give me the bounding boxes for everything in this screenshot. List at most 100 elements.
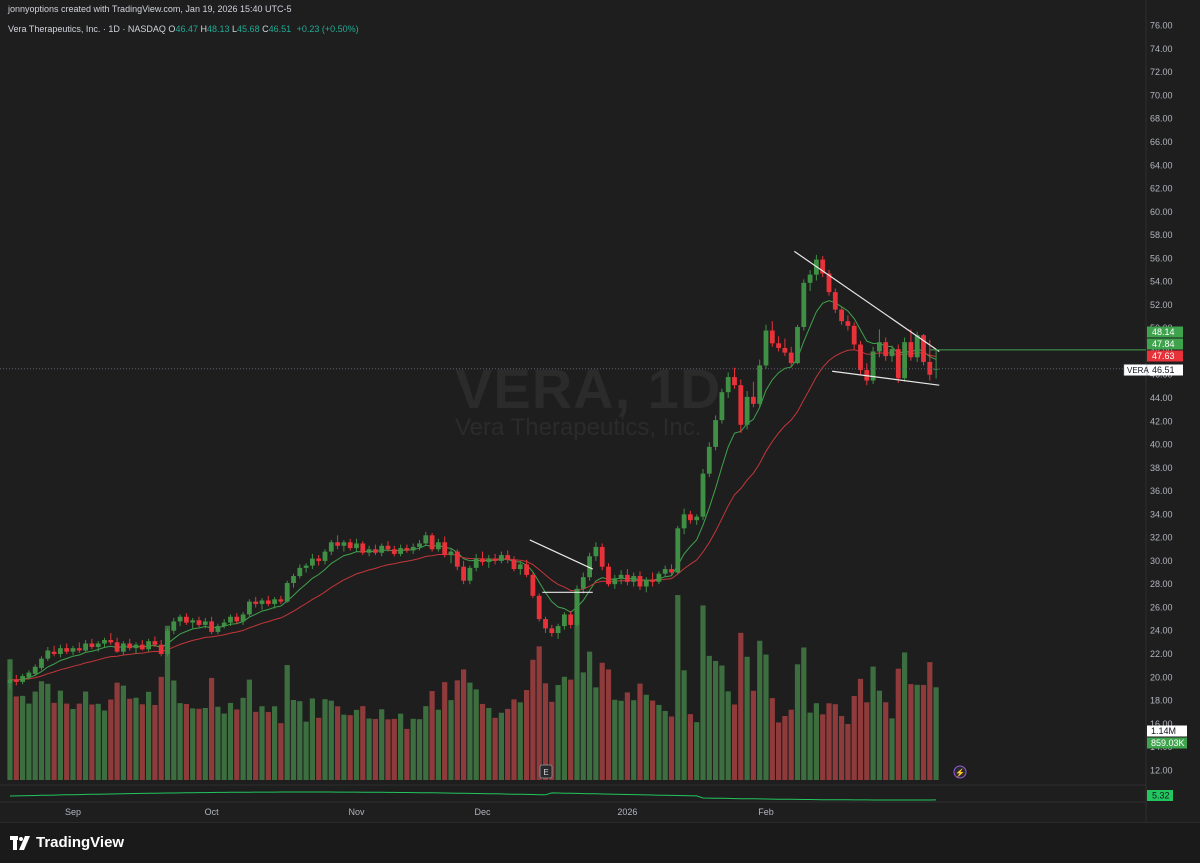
candle[interactable] — [618, 570, 624, 585]
candle[interactable] — [499, 551, 504, 564]
candle[interactable] — [555, 623, 561, 639]
candle[interactable] — [328, 539, 334, 556]
candle[interactable] — [291, 573, 296, 588]
candle[interactable] — [341, 539, 347, 552]
candle[interactable] — [511, 556, 517, 572]
candle[interactable] — [769, 321, 775, 347]
candle[interactable] — [921, 334, 926, 366]
lightning-icon[interactable] — [953, 765, 967, 779]
candle[interactable] — [530, 572, 536, 599]
candle[interactable] — [133, 642, 139, 654]
candle[interactable] — [391, 545, 397, 557]
candle[interactable] — [322, 549, 328, 565]
candle[interactable] — [788, 346, 794, 367]
candle[interactable] — [202, 617, 208, 629]
time-axis[interactable]: Sep Oct Nov Dec 2026 Feb — [65, 807, 774, 817]
candle[interactable] — [190, 617, 196, 629]
candle[interactable] — [568, 610, 574, 629]
candle[interactable] — [713, 415, 718, 451]
candle[interactable] — [543, 616, 548, 634]
candle[interactable] — [776, 336, 781, 352]
candle[interactable] — [675, 525, 681, 574]
candle[interactable] — [423, 531, 429, 546]
candle[interactable] — [820, 256, 826, 277]
trendline[interactable] — [794, 250, 940, 352]
candle[interactable] — [549, 624, 555, 637]
candle[interactable] — [165, 628, 170, 657]
candle[interactable] — [889, 345, 895, 362]
candle[interactable] — [902, 337, 907, 382]
symbol-legend[interactable]: Vera Therapeutics, Inc. · 1D · NASDAQ O4… — [8, 24, 359, 34]
candle[interactable] — [681, 508, 687, 535]
candle[interactable] — [114, 637, 120, 653]
candle[interactable] — [209, 616, 214, 635]
candle[interactable] — [108, 633, 114, 645]
candle[interactable] — [933, 349, 939, 379]
candle[interactable] — [284, 580, 290, 603]
candle[interactable] — [310, 553, 315, 570]
candle[interactable] — [870, 346, 876, 385]
candle[interactable] — [719, 388, 725, 424]
candle[interactable] — [121, 641, 126, 656]
candle[interactable] — [562, 612, 567, 630]
candle[interactable] — [70, 645, 76, 656]
candle[interactable] — [864, 363, 870, 386]
candle[interactable] — [158, 640, 164, 657]
candle[interactable] — [303, 563, 309, 573]
candle[interactable] — [366, 545, 372, 557]
candle[interactable] — [725, 372, 731, 398]
candle[interactable] — [102, 637, 107, 648]
candle[interactable] — [454, 549, 460, 571]
tradingview-logo[interactable]: TradingView — [10, 834, 124, 851]
candle[interactable] — [763, 324, 769, 369]
candle[interactable] — [398, 544, 403, 557]
candle[interactable] — [574, 585, 580, 628]
candle[interactable] — [839, 306, 844, 325]
candle[interactable] — [492, 553, 498, 565]
candle[interactable] — [404, 544, 410, 553]
candle[interactable] — [442, 536, 448, 558]
candles[interactable] — [7, 254, 939, 689]
candle[interactable] — [20, 673, 25, 685]
candle[interactable] — [429, 532, 435, 552]
candle[interactable] — [473, 553, 479, 572]
candle[interactable] — [461, 560, 466, 585]
earnings-icon[interactable] — [539, 764, 553, 779]
candle[interactable] — [272, 596, 277, 609]
candle[interactable] — [732, 367, 737, 389]
candle[interactable] — [927, 339, 933, 381]
candle[interactable] — [606, 563, 611, 587]
candle[interactable] — [694, 514, 700, 525]
trendline[interactable] — [529, 539, 594, 570]
candle[interactable] — [782, 338, 788, 357]
candle[interactable] — [688, 510, 693, 524]
candle[interactable] — [877, 329, 882, 358]
candle[interactable] — [593, 542, 599, 561]
candle[interactable] — [127, 638, 133, 651]
candle[interactable] — [32, 664, 38, 677]
candle[interactable] — [706, 442, 712, 478]
candle[interactable] — [883, 337, 889, 361]
candle[interactable] — [524, 559, 529, 578]
candle[interactable] — [643, 577, 649, 593]
candle[interactable] — [7, 671, 13, 689]
candle[interactable] — [625, 569, 630, 586]
candle[interactable] — [221, 619, 227, 629]
candle[interactable] — [234, 613, 240, 624]
candle[interactable] — [757, 359, 763, 408]
candle[interactable] — [669, 564, 674, 575]
candle[interactable] — [801, 279, 807, 331]
candle[interactable] — [845, 315, 851, 331]
candle[interactable] — [51, 645, 57, 657]
candle[interactable] — [795, 324, 800, 365]
candle[interactable] — [650, 572, 655, 587]
candle[interactable] — [177, 614, 183, 627]
candle[interactable] — [240, 612, 246, 625]
candle[interactable] — [851, 322, 857, 350]
candle[interactable] — [612, 574, 618, 589]
candle[interactable] — [83, 640, 88, 653]
candle[interactable] — [858, 340, 863, 375]
candle[interactable] — [373, 544, 378, 556]
candle[interactable] — [215, 623, 221, 635]
trendlines[interactable] — [0, 250, 1146, 593]
